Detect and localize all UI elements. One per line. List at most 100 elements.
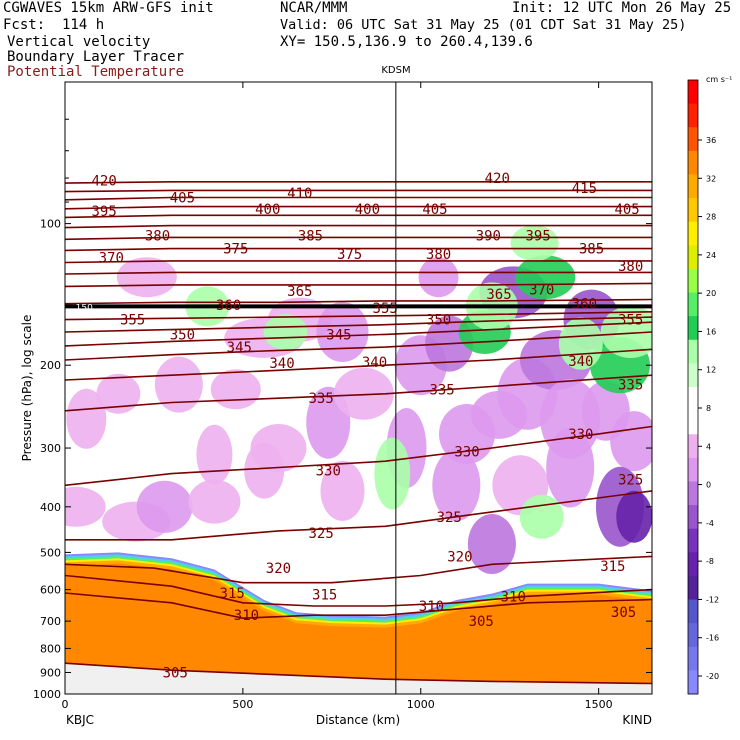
w-blob-31 (188, 479, 241, 524)
isentrope-label-315: 315 (220, 586, 245, 602)
vertical-velocity-shading (65, 225, 652, 694)
colorbar-label-1: 32 (706, 174, 716, 183)
w-blob-21 (515, 255, 576, 300)
isentrope-325 (65, 490, 652, 541)
colorbar-swatch-25 (688, 670, 698, 695)
w-blob-43 (600, 306, 652, 358)
isentrope-label-400: 400 (355, 202, 380, 218)
w-blob-33 (320, 460, 365, 521)
isentrope-label-405: 405 (422, 202, 447, 218)
w-blob-2 (116, 257, 177, 298)
isentrope-420 (65, 181, 652, 184)
isentrope-label-380: 380 (145, 229, 170, 245)
isentrope-label-335: 335 (618, 378, 643, 394)
isentrope-lines: 150 (65, 181, 652, 685)
colorbar-swatch-2 (688, 127, 698, 152)
isentrope-365 (65, 298, 652, 305)
isentrope-label-325: 325 (437, 510, 462, 526)
w-blob-30 (136, 480, 193, 533)
x-axis-label: Distance (km) (316, 713, 400, 727)
colorbar-swatch-21 (688, 575, 698, 601)
isentrope-label-365: 365 (486, 287, 511, 303)
w-blob-4 (196, 424, 233, 485)
colorbar-swatch-4 (688, 174, 698, 199)
isentrope-375 (65, 271, 652, 275)
isentrope-label-330: 330 (316, 464, 341, 480)
isentrope-355 (65, 316, 652, 333)
w-blob-39 (616, 490, 652, 543)
isentrope-label-345: 345 (227, 340, 252, 356)
x-tick-label-1500: 1500 (585, 698, 613, 711)
isentrope-label-355: 355 (618, 313, 643, 329)
isentrope-335 (65, 374, 652, 412)
isentrope-label-375: 375 (223, 242, 248, 258)
isentrope-label-305: 305 (611, 605, 636, 621)
colorbar-label-7: 8 (706, 404, 711, 413)
isentrope-385 (65, 247, 652, 252)
isentrope-label-310: 310 (234, 608, 259, 624)
right-station-label: KIND (622, 713, 652, 727)
colorbar-swatch-13 (688, 387, 698, 412)
w-blob-41 (558, 317, 603, 370)
w-blob-45 (374, 437, 411, 510)
colorbar-label-0: 36 (706, 136, 716, 145)
isentrope-label-335: 335 (429, 382, 454, 398)
isentrope-label-400: 400 (255, 202, 280, 218)
isentrope-label-310: 310 (419, 599, 444, 615)
isentrope-label-335: 335 (308, 391, 333, 407)
colorbar: cm s⁻¹ 36 32 28 24 20 16 12 8 4 0 -4 -8 -12 -16 -20 (687, 75, 732, 695)
w-blob-34 (432, 449, 481, 522)
isentrope-label-420: 420 (91, 174, 116, 190)
w-blob-28 (65, 486, 106, 527)
y-tick-label-800: 800 (40, 642, 61, 655)
isentrope-320 (65, 555, 652, 584)
isentrope-label-340: 340 (568, 354, 593, 370)
isentrope-label-355: 355 (373, 301, 398, 317)
field-potential-temperature: Potential Temperature (7, 64, 185, 80)
model-title: CGWAVES 15km ARW-GFS init (3, 0, 214, 16)
forecast-hour: Fcst: 114 h (3, 17, 105, 33)
cross-section-xy: XY= 150.5,136.9 to 260.4,139.6 (280, 34, 533, 50)
isentrope-label-315: 315 (600, 559, 625, 575)
init-time: Init: 12 UTC Mon 26 May 25 (512, 0, 732, 16)
isentrope-415 (65, 189, 652, 193)
isentrope-label-315: 315 (312, 588, 337, 604)
w-blob-1 (96, 373, 141, 414)
isentrope-330 (65, 425, 652, 487)
colorbar-swatch-23 (688, 623, 698, 648)
w-blob-27 (610, 411, 652, 472)
colorbar-swatch-3 (688, 150, 698, 175)
colorbar-swatch-20 (688, 552, 698, 577)
y-tick-label-1000: 1000 (33, 688, 61, 701)
colorbar-swatch-7 (688, 245, 698, 270)
x-tick-label-0: 0 (62, 698, 69, 711)
isentrope-400 (65, 214, 652, 219)
org-label: NCAR/MMM (280, 0, 348, 16)
isentrope-label-330: 330 (568, 427, 593, 443)
valid-time: Valid: 06 UTC Sat 31 May 25 (01 CDT Sat … (280, 17, 687, 33)
y-tick-label-200: 200 (40, 359, 61, 372)
colorbar-swatch-11 (688, 339, 698, 364)
y-tick-label-400: 400 (40, 501, 61, 514)
isentrope-label-340: 340 (269, 356, 294, 372)
isentrope-label-395: 395 (91, 204, 116, 220)
colorbar-swatch-14 (688, 410, 698, 435)
isentrope-label-380: 380 (618, 259, 643, 275)
isentrope-340 (65, 348, 652, 381)
field-vertical-velocity: Vertical velocity (7, 34, 151, 50)
y-axis-label: Pressure (hPa), log scale (20, 315, 34, 462)
isentrope-350 (65, 321, 652, 347)
isentrope-label-310: 310 (501, 589, 526, 605)
field-boundary-layer-tracer: Boundary Layer Tracer (7, 49, 185, 65)
w-blob-0 (66, 388, 107, 449)
colorbar-swatch-6 (688, 221, 698, 246)
w-blob-32 (244, 442, 285, 499)
w-blob-11 (333, 367, 394, 420)
colorbar-units: cm s⁻¹ (706, 75, 732, 84)
w-blob-35 (467, 514, 516, 575)
isentrope-label-355: 355 (120, 313, 145, 329)
colorbar-label-9: 0 (706, 481, 711, 490)
w-blob-42 (510, 225, 559, 262)
colorbar-swatch-1 (688, 103, 698, 128)
isentrope-label-370: 370 (99, 250, 124, 266)
